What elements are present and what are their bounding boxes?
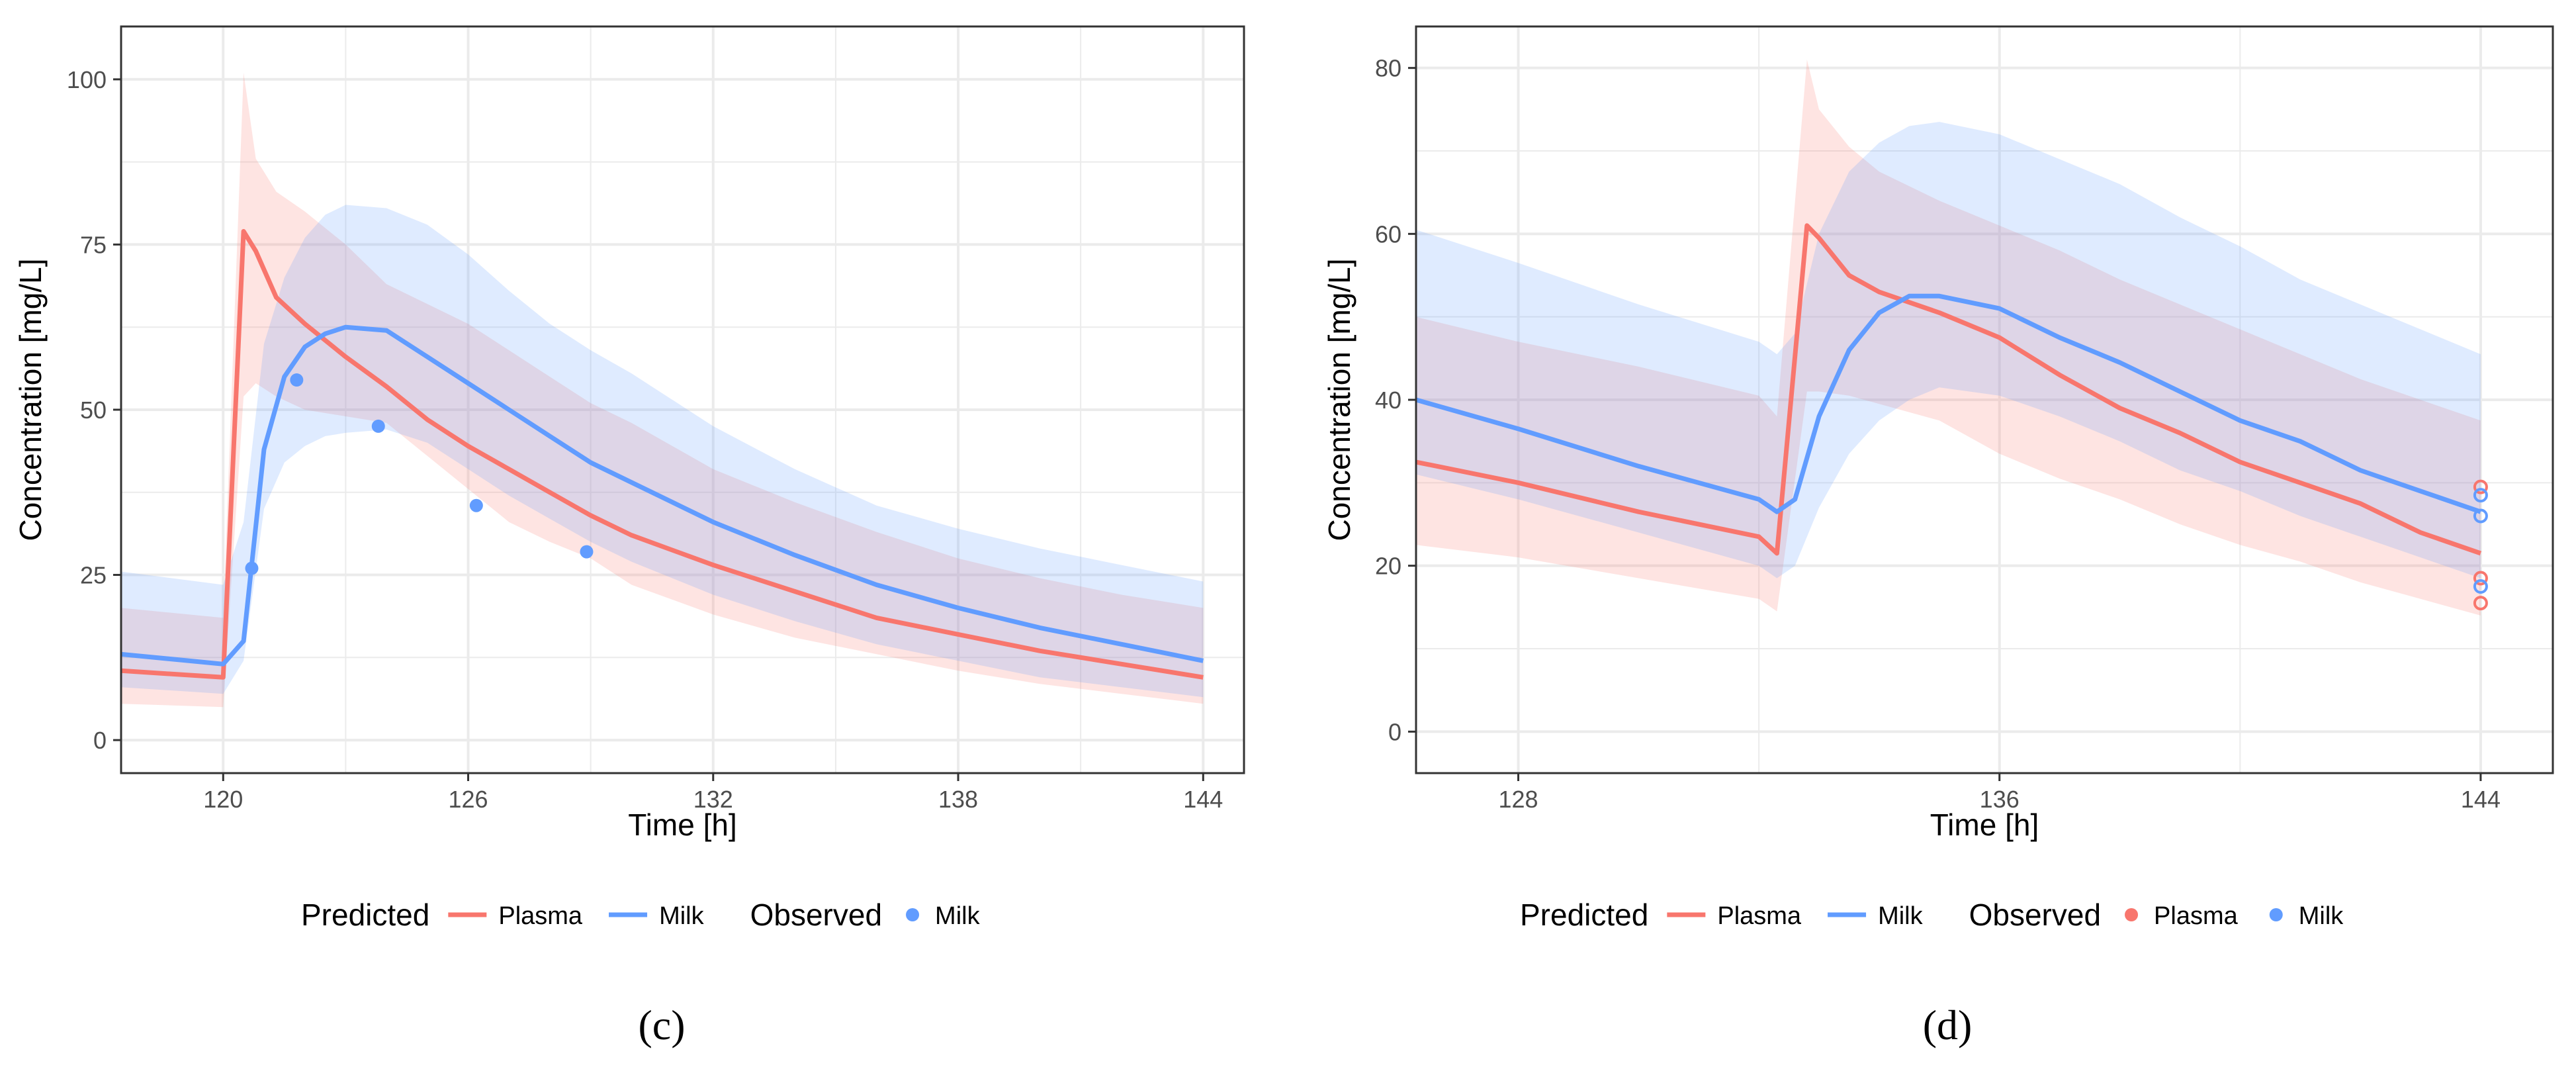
- legend-entry-plasma: Plasma: [1717, 902, 1802, 930]
- legend: Predicted Plasma Milk Observed Plasma Milk: [1520, 898, 2344, 932]
- y-tick-label: 75: [80, 231, 107, 258]
- observed-point-milk: [245, 561, 259, 575]
- band-milk: [1416, 122, 2481, 579]
- legend-key-point: [2269, 908, 2283, 921]
- legend-title: Observed: [1969, 898, 2101, 932]
- y-tick-label: 50: [80, 396, 107, 424]
- series-line-plasma: [1416, 223, 2482, 556]
- observed-point-plasma: [2473, 571, 2488, 586]
- legend-key-point: [906, 908, 920, 921]
- legend-entry-milk: Milk: [935, 902, 981, 930]
- x-tick-label: 136: [1980, 786, 2020, 813]
- legend-entry-milk: Milk: [1878, 902, 1924, 930]
- y-tick-label: 20: [1375, 553, 1401, 580]
- legend-entry-plasma: Plasma: [2154, 902, 2239, 930]
- series-line-milk: [1416, 293, 2482, 514]
- legend-entry-plasma: Plasma: [498, 902, 583, 930]
- x-tick-label: 138: [938, 786, 978, 813]
- data-area: [121, 72, 1204, 708]
- y-tick-label: 40: [1375, 387, 1401, 414]
- data-area: [1416, 60, 2488, 616]
- y-tick-label: 100: [67, 66, 107, 93]
- y-axis-title: Concentration [mg/L]: [1322, 258, 1356, 541]
- observed-point-milk: [580, 545, 594, 559]
- legend-title: Predicted: [1520, 898, 1648, 932]
- observed-point-plasma: [2473, 479, 2488, 494]
- y-tick-label: 0: [93, 727, 107, 754]
- x-tick-label: 128: [1498, 786, 1538, 813]
- observed-point-plasma: [2473, 596, 2488, 611]
- x-tick-label: 126: [448, 786, 488, 813]
- y-tick-label: 60: [1375, 220, 1401, 248]
- chart-panel-c: 120 126 132 138 144 0 25 50 75 100 Time [h] Concent…: [13, 25, 1245, 1048]
- y-tick-label: 80: [1375, 55, 1401, 82]
- x-axis-title: Time [h]: [628, 808, 736, 842]
- legend-title: Predicted: [301, 898, 429, 932]
- x-tick-label: 144: [2461, 786, 2501, 813]
- observed-point-milk: [2473, 579, 2488, 594]
- x-tick-label: 144: [1183, 786, 1223, 813]
- y-tick-label: 0: [1388, 718, 1401, 745]
- y-tick-label: 25: [80, 562, 107, 589]
- chart-panel-d: 128 136 144 0 20 40 60 80 Time [h] Concentration …: [1322, 25, 2554, 1048]
- grid: [121, 26, 1244, 773]
- legend-entry-milk: Milk: [659, 902, 705, 930]
- legend-title: Observed: [750, 898, 882, 932]
- band-milk: [121, 205, 1204, 698]
- observed-point-milk: [469, 498, 483, 512]
- x-tick-label: 120: [203, 786, 243, 813]
- legend-entry-milk: Milk: [2299, 902, 2344, 930]
- legend-key-point: [2125, 908, 2139, 921]
- x-axis-title: Time [h]: [1930, 808, 2039, 842]
- observed-point-milk: [2473, 508, 2488, 524]
- panel-label: (c): [638, 1001, 685, 1048]
- panel-label: (d): [1923, 1001, 1973, 1048]
- band-plasma: [121, 72, 1204, 708]
- y-axis-title: Concentration [mg/L]: [13, 258, 48, 541]
- legend: Predicted Plasma Milk Observed Milk: [301, 898, 981, 932]
- observed-point-milk: [2473, 488, 2488, 503]
- x-tick-label: 132: [693, 786, 733, 813]
- observed-point-milk: [371, 419, 385, 433]
- grid: [1416, 26, 2553, 773]
- observed-point-milk: [290, 373, 304, 387]
- series-line-milk: [121, 324, 1204, 667]
- plot-border: [120, 25, 1245, 774]
- series-line-plasma: [121, 229, 1204, 680]
